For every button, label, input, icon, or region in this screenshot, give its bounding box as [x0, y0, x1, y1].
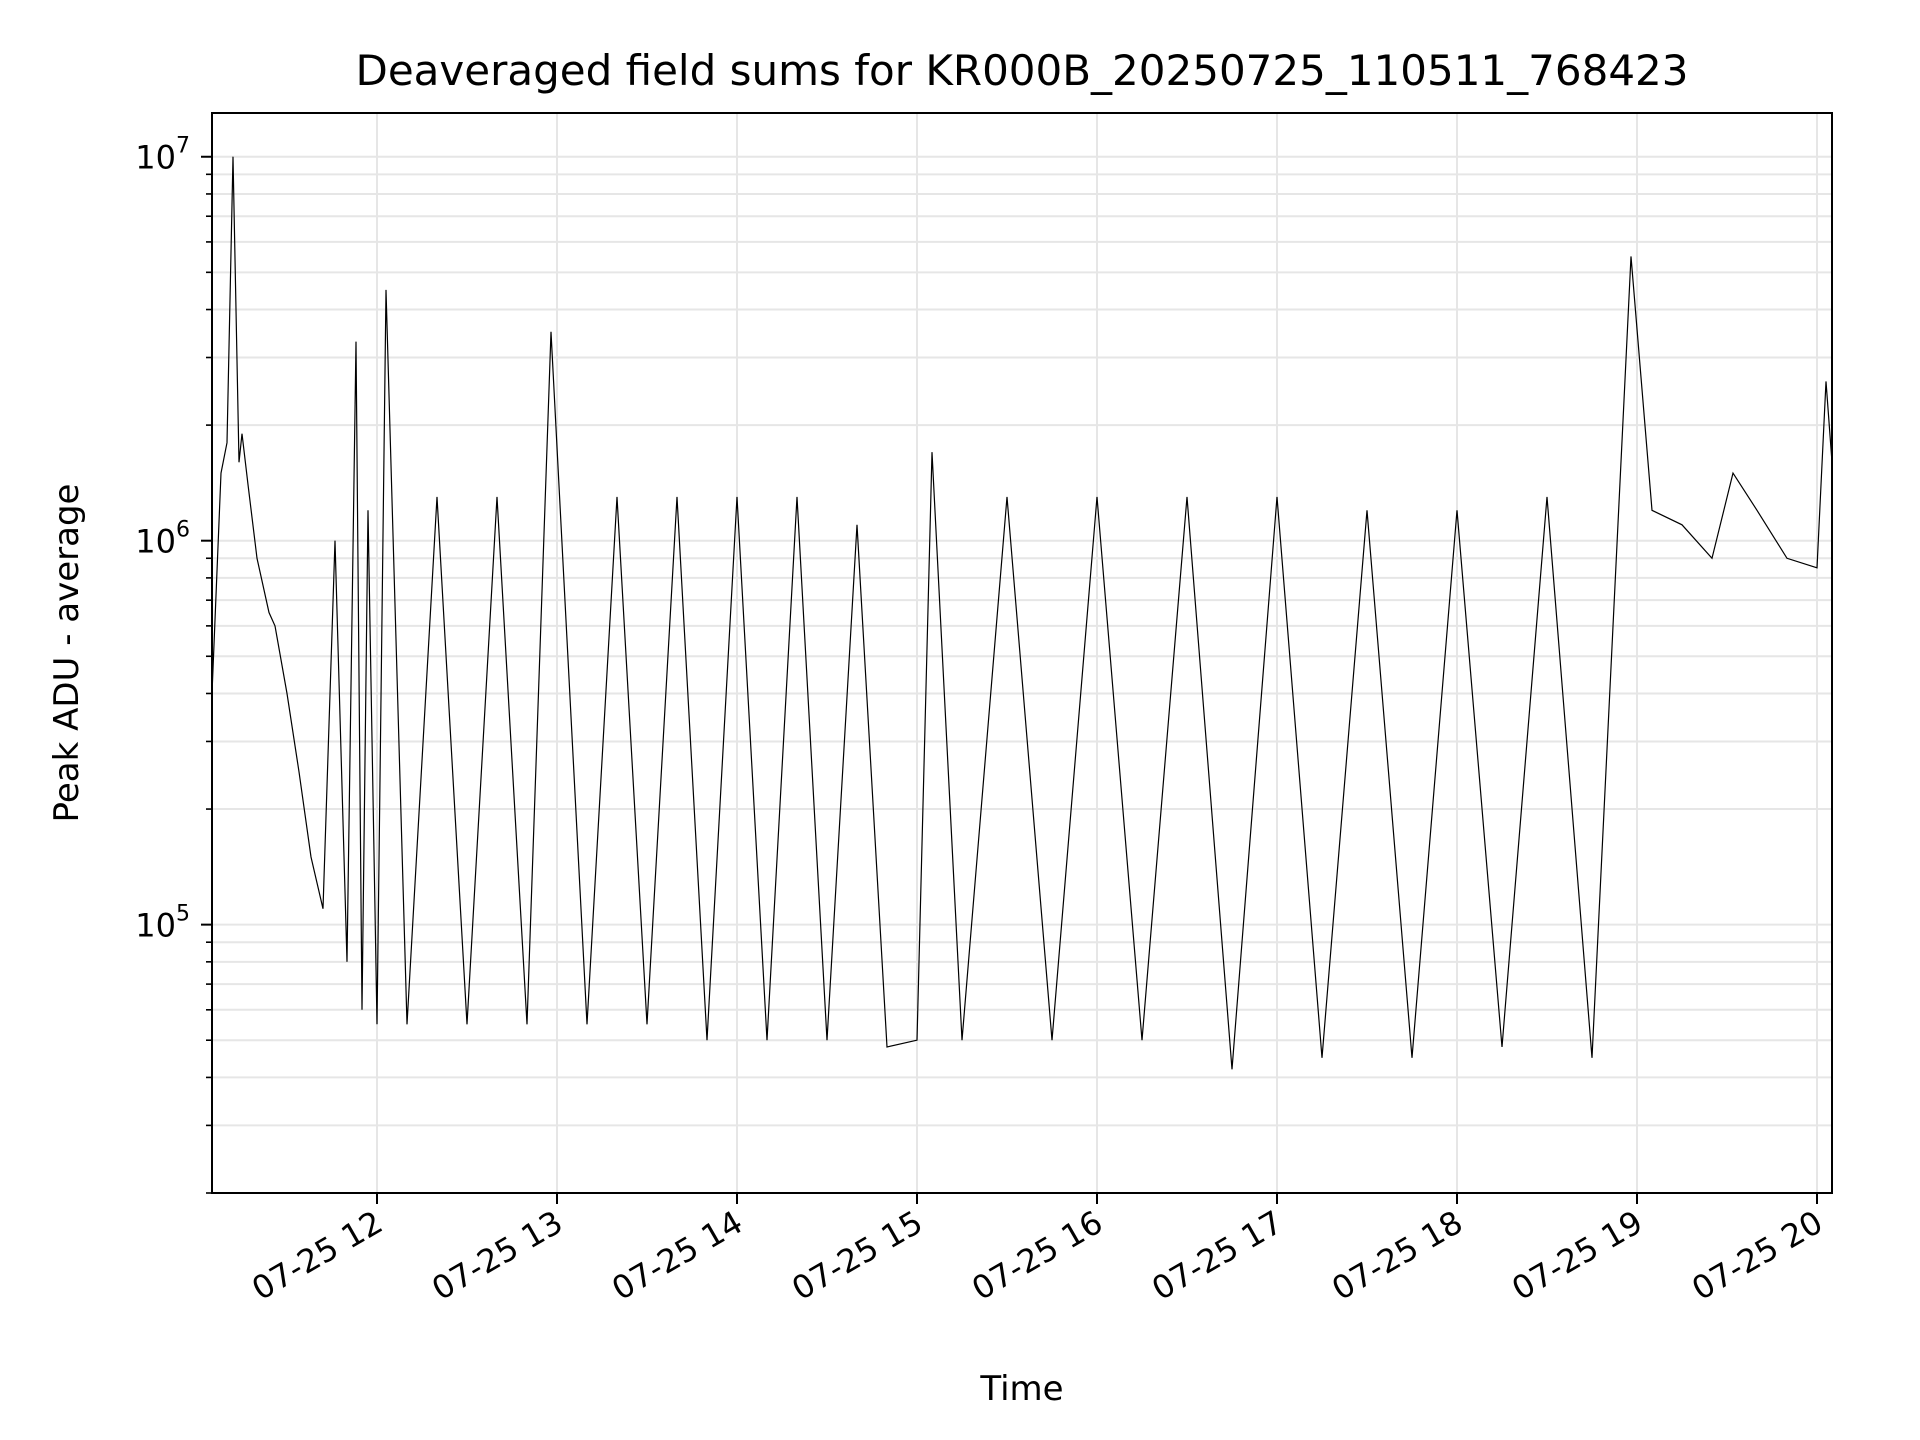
x-tick-label: 07-25 20 [1685, 1203, 1829, 1308]
x-tick-label: 07-25 17 [1145, 1203, 1289, 1308]
y-axis-label: Peak ADU - average [47, 484, 87, 823]
y-tick-label: 106 [135, 518, 190, 561]
x-tick-label: 07-25 14 [605, 1203, 749, 1308]
chart-title: Deaveraged field sums for KR000B_2025072… [356, 46, 1689, 95]
axes-frame [211, 112, 1833, 1194]
x-tick-label: 07-25 18 [1325, 1203, 1469, 1308]
x-tick-label: 07-25 12 [245, 1203, 389, 1308]
series-line [211, 156, 1833, 1070]
y-tick-label: 107 [135, 134, 190, 177]
x-tick-label: 07-25 19 [1505, 1203, 1649, 1308]
x-axis-label: Time [979, 1369, 1063, 1409]
x-tick-label: 07-25 15 [785, 1203, 929, 1308]
x-tick-label: 07-25 16 [965, 1203, 1109, 1308]
grid [212, 113, 1832, 1194]
x-tick-label: 07-25 13 [425, 1203, 569, 1308]
y-tick-label: 105 [135, 902, 190, 945]
plot-area [211, 156, 1833, 1070]
